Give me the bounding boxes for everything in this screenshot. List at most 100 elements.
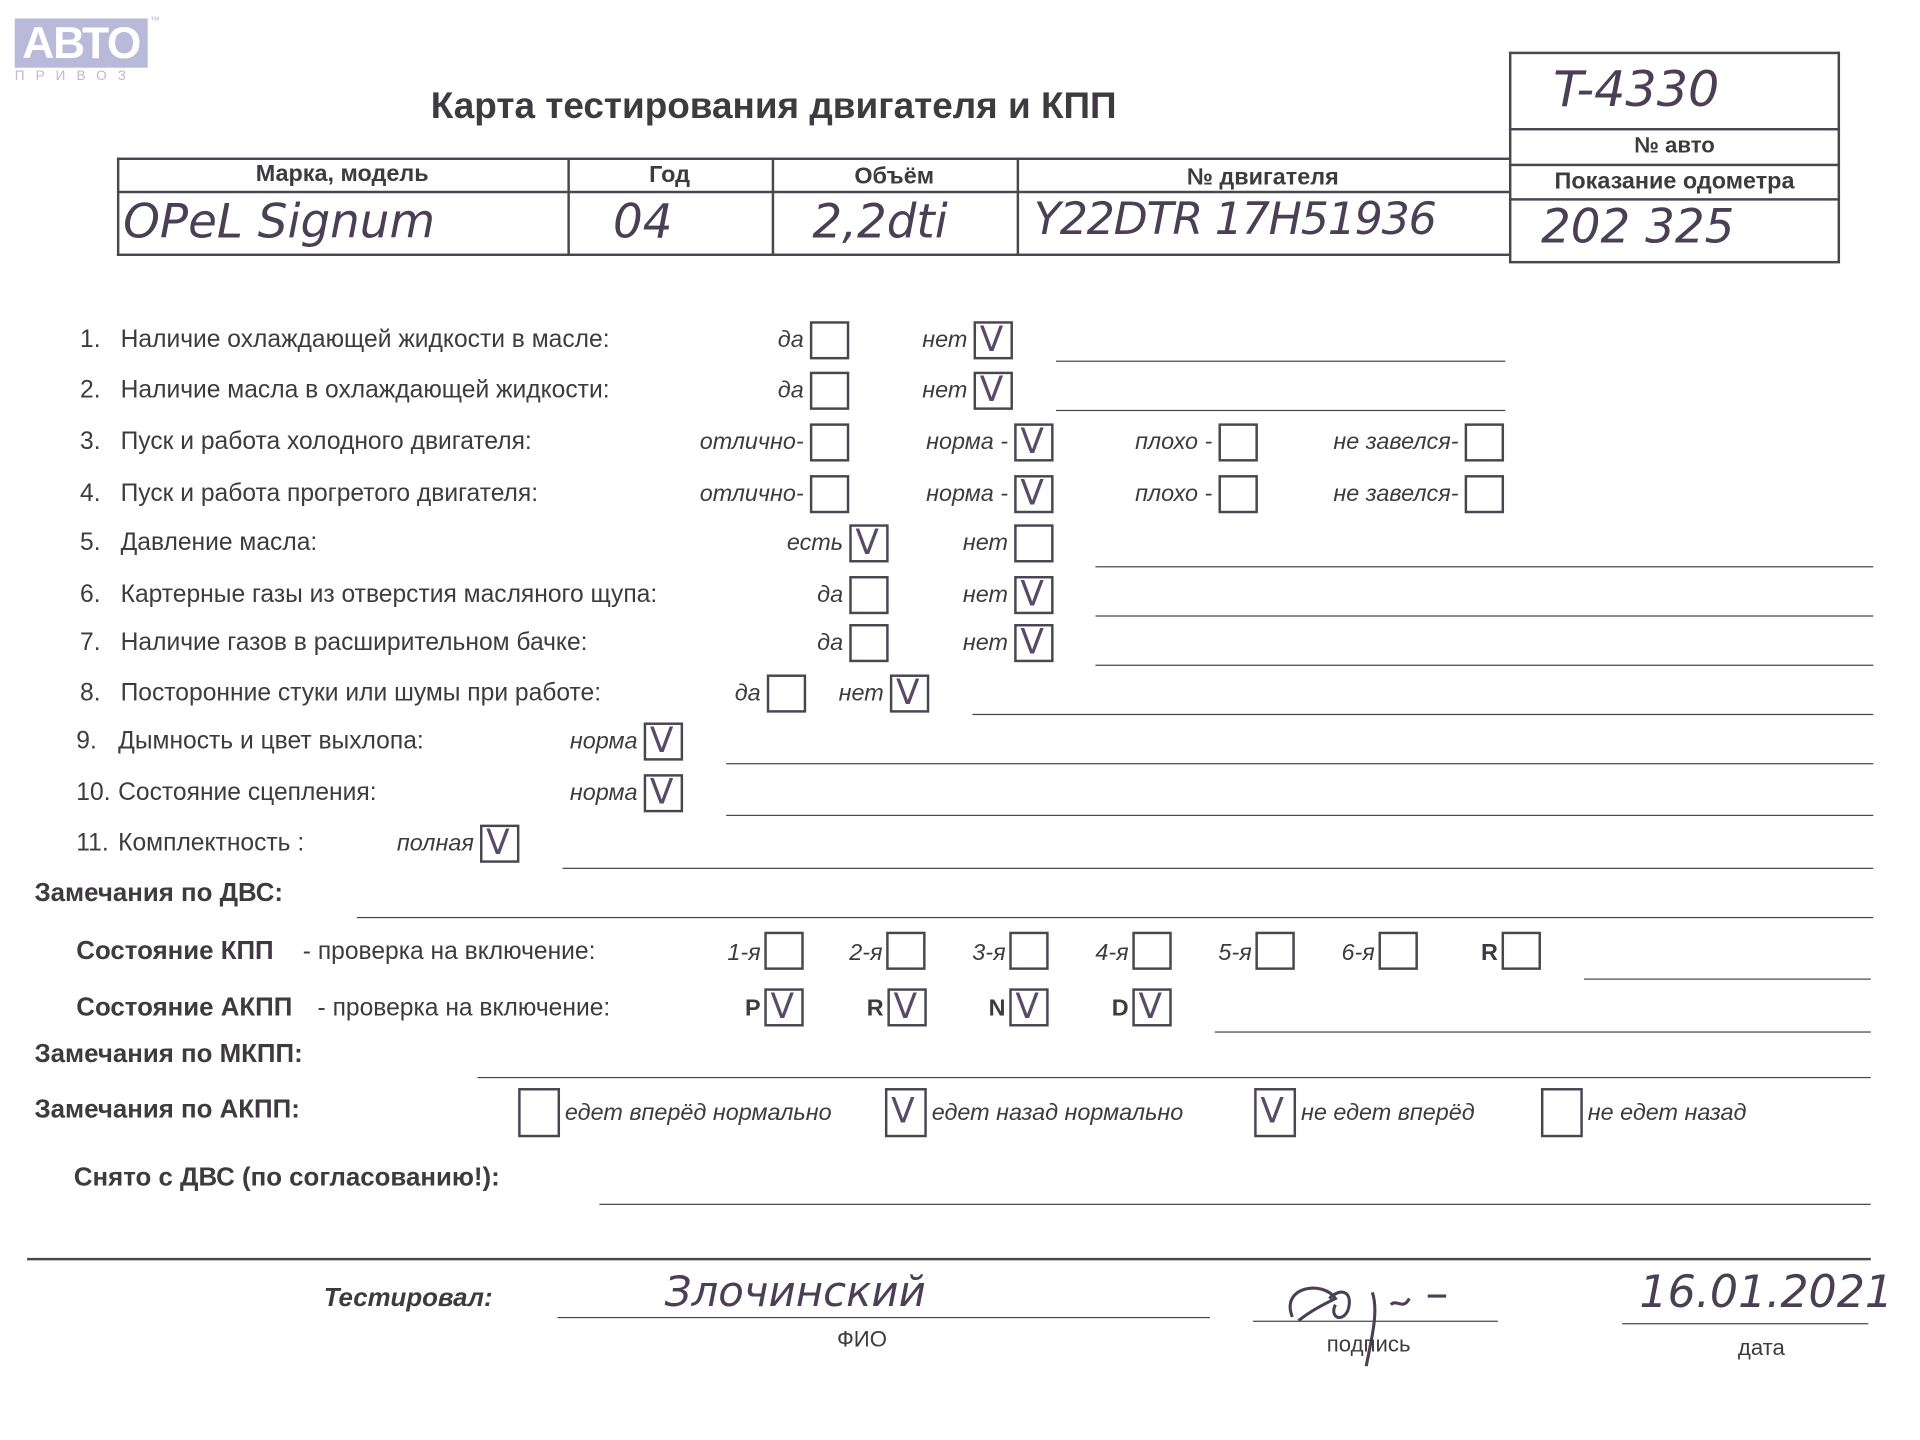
kpp-label: Состояние КПП <box>76 936 274 965</box>
kpp-gear-checkbox[interactable] <box>1378 931 1418 970</box>
checkbox-1-2[interactable]: V <box>973 318 1013 360</box>
option-label: да <box>817 630 844 657</box>
answer-line <box>1056 360 1506 362</box>
item-number: 2. <box>80 376 101 404</box>
kpp-gear-checkbox[interactable] <box>1501 931 1541 970</box>
checkbox-1-1[interactable] <box>809 321 850 360</box>
item-number: 1. <box>80 326 101 354</box>
page-title: Карта тестирования двигателя и КПП <box>430 86 1117 127</box>
kpp-gear-checkbox[interactable] <box>886 931 926 970</box>
checkbox-8-1[interactable] <box>766 674 807 713</box>
checkbox-2-1[interactable] <box>809 371 850 410</box>
option-label: нет <box>838 680 884 707</box>
check-mark: V <box>979 369 1004 410</box>
akpp-remark-checkbox[interactable] <box>1540 1088 1583 1138</box>
checkbox-5-1[interactable]: V <box>849 521 889 563</box>
answer-line <box>1095 566 1874 568</box>
checkbox-3-1[interactable] <box>809 423 850 462</box>
odometer-value: 202 325 <box>1540 199 1735 254</box>
option-label: норма <box>569 728 638 755</box>
checkbox-11-1[interactable]: V <box>480 822 520 863</box>
check-mark: V <box>855 521 879 563</box>
item-number: 5. <box>80 529 101 557</box>
answer-line <box>972 713 1874 716</box>
check-mark: V <box>649 771 674 813</box>
akpp-position-checkbox[interactable]: V <box>764 985 804 1027</box>
checkbox-6-1[interactable] <box>849 576 889 615</box>
check-mark: V <box>649 720 674 761</box>
item-label: Пуск и работа прогретого двигателя: <box>120 480 539 508</box>
checkbox-4-4[interactable] <box>1464 475 1505 514</box>
signature <box>1288 1286 1447 1367</box>
checkbox-4-3[interactable] <box>1218 475 1258 514</box>
item-number: 4. <box>80 480 101 508</box>
akpp-remark-checkbox[interactable] <box>518 1088 561 1138</box>
option-label: нет <box>922 327 968 354</box>
gear-label: 5-я <box>1218 940 1252 967</box>
dvs-remarks-label: Замечания по ДВС: <box>34 878 283 908</box>
kpp-gear-checkbox[interactable] <box>1009 931 1049 970</box>
check-mark: V <box>770 985 795 1027</box>
kpp-gear-checkbox[interactable] <box>764 931 804 970</box>
gear-label: 4-я <box>1095 940 1129 967</box>
logo: АВТО <box>14 18 148 68</box>
checkbox-4-1[interactable] <box>809 475 850 514</box>
kpp-label-rest: - проверка на включение: <box>302 937 596 965</box>
option-label: норма - <box>926 429 1009 456</box>
kpp-gear-checkbox[interactable] <box>1255 931 1295 970</box>
check-mark: V <box>1020 573 1044 615</box>
check-mark: V <box>979 318 1004 360</box>
option-label: плохо - <box>1135 481 1213 508</box>
check-mark: V <box>891 1090 915 1132</box>
akpp-label-rest: - проверка на включение: <box>317 994 611 1022</box>
checkbox-3-3[interactable] <box>1218 423 1258 462</box>
checkbox-10-1[interactable]: V <box>643 771 684 813</box>
checkbox-9-1[interactable]: V <box>643 720 684 761</box>
checkbox-6-2[interactable]: V <box>1014 573 1054 615</box>
akpp-position-checkbox[interactable]: V <box>1132 985 1172 1027</box>
akpp-remark-checkbox[interactable]: V <box>884 1088 927 1138</box>
answer-line <box>1056 409 1506 412</box>
value-make-model: OPeL Signum <box>123 194 436 249</box>
option-label: не завелся- <box>1333 481 1459 508</box>
checkbox-4-2[interactable]: V <box>1014 473 1054 514</box>
kpp-gear-checkbox[interactable] <box>1132 931 1172 970</box>
gear-label: R <box>1480 940 1498 967</box>
check-mark: V <box>1020 621 1044 663</box>
akpp-position-checkbox[interactable]: V <box>1009 985 1049 1027</box>
checkbox-3-4[interactable] <box>1464 423 1505 462</box>
checkbox-7-1[interactable] <box>849 624 889 663</box>
check-mark: V <box>1015 985 1039 1027</box>
akpp-remark-label: едет назад нормально <box>931 1100 1184 1127</box>
item-label: Картерные газы из отверстия масляного щу… <box>120 580 658 609</box>
option-label: норма - <box>926 481 1009 508</box>
car-number-label: № авто <box>1634 132 1715 158</box>
tester-name: Злочинский <box>664 1267 926 1317</box>
value-volume: 2,2dti <box>812 194 948 249</box>
signature-caption: подпись <box>1326 1331 1411 1357</box>
answer-line <box>726 763 1874 765</box>
check-mark: V <box>1138 985 1163 1027</box>
answer-line <box>599 1203 1871 1205</box>
akpp-remark-checkbox[interactable]: V <box>1254 1088 1297 1138</box>
check-mark: V <box>896 672 920 713</box>
checkbox-3-2[interactable]: V <box>1014 421 1054 462</box>
option-label: нет <box>962 582 1009 609</box>
item-label: Посторонние стуки или шумы при работе: <box>120 679 602 707</box>
option-label: норма <box>569 780 638 807</box>
answer-line <box>356 916 1874 919</box>
car-number: T-4330 <box>1553 61 1720 119</box>
option-label: полная <box>396 830 474 857</box>
item-label: Комплектность : <box>118 829 305 857</box>
checkbox-7-2[interactable]: V <box>1014 621 1054 663</box>
item-label: Давление масла: <box>120 529 318 557</box>
gear-label: 2-я <box>849 940 883 967</box>
checkbox-5-2[interactable] <box>1014 524 1054 563</box>
item-label: Наличие охлаждающей жидкости в масле: <box>120 326 610 354</box>
item-number: 7. <box>80 628 101 657</box>
akpp-position-checkbox[interactable]: V <box>887 986 927 1027</box>
checkbox-8-2[interactable]: V <box>889 672 930 713</box>
checkbox-2-2[interactable]: V <box>973 369 1013 410</box>
gear-label: 6-я <box>1341 940 1375 967</box>
